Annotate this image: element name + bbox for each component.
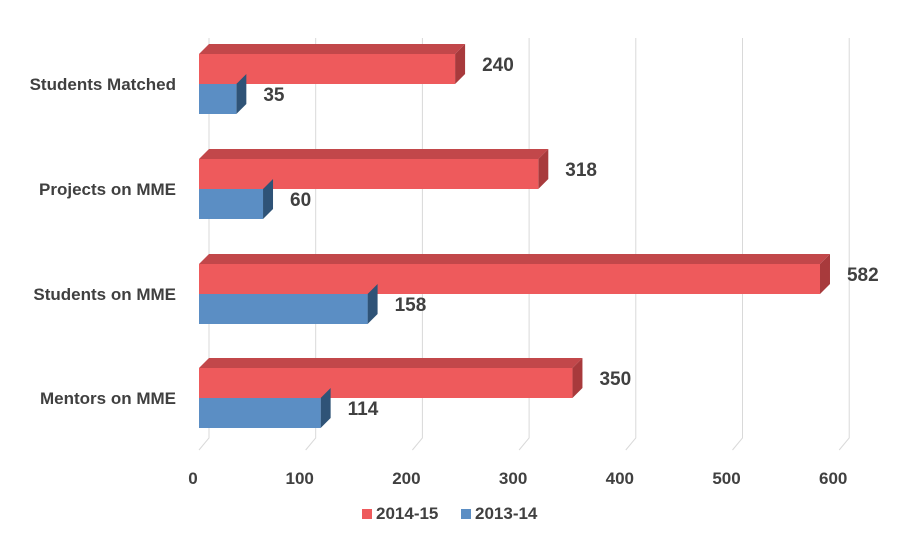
bar-top-face xyxy=(199,44,466,54)
x-tick-label: 0 xyxy=(188,469,197,488)
gridline xyxy=(625,38,637,451)
bar xyxy=(199,254,830,294)
data-label: 582 xyxy=(847,265,879,286)
data-label: 240 xyxy=(482,55,514,76)
bar xyxy=(199,388,331,428)
bar-front-face xyxy=(199,368,573,398)
bars xyxy=(199,44,830,428)
legend: 2014-15 2013-14 xyxy=(362,504,538,523)
bar-top-face xyxy=(199,149,549,159)
data-label: 350 xyxy=(599,369,631,390)
gridline xyxy=(732,38,743,451)
data-label: 60 xyxy=(290,190,311,211)
category-label: Mentors on MME xyxy=(40,389,176,408)
data-labels: 240 35 318 60 582 158 350 114 xyxy=(263,55,878,420)
x-axis-ticks: 0 100 200 300 400 500 600 xyxy=(188,469,847,488)
bar-front-face xyxy=(199,159,539,189)
data-label: 158 xyxy=(395,295,427,316)
bar-side-face xyxy=(538,149,549,189)
bar-side-face xyxy=(572,358,583,398)
category-label: Projects on MME xyxy=(39,180,176,199)
bar xyxy=(199,358,583,398)
bar xyxy=(199,284,378,324)
bar-side-face xyxy=(263,179,274,219)
bar xyxy=(199,44,466,84)
legend-label: 2013-14 xyxy=(475,504,538,523)
data-label: 35 xyxy=(263,85,285,106)
category-label: Students on MME xyxy=(33,285,176,304)
x-tick-label: 500 xyxy=(712,469,740,488)
bar-front-face xyxy=(199,398,321,428)
bar-top-face xyxy=(199,358,583,368)
bar-front-face xyxy=(199,294,368,324)
bar-side-face xyxy=(320,388,331,428)
bar-side-face xyxy=(819,254,830,294)
x-tick-label: 100 xyxy=(286,469,314,488)
bar-side-face xyxy=(236,74,247,114)
legend-swatch xyxy=(461,509,471,519)
x-tick-label: 600 xyxy=(819,469,847,488)
data-label: 114 xyxy=(348,399,379,420)
x-tick-label: 200 xyxy=(392,469,420,488)
x-tick-label: 400 xyxy=(606,469,634,488)
bar-front-face xyxy=(199,54,456,84)
bar-top-face xyxy=(199,254,830,264)
x-tick-label: 300 xyxy=(499,469,527,488)
legend-swatch xyxy=(362,509,372,519)
bar-front-face xyxy=(199,264,820,294)
category-labels: Students Matched Projects on MME Students … xyxy=(30,75,176,408)
bar-side-face xyxy=(455,44,466,84)
legend-label: 2014-15 xyxy=(376,504,438,523)
bar xyxy=(199,179,274,219)
bar-front-face xyxy=(199,189,264,219)
bar-side-face xyxy=(367,284,378,324)
bar xyxy=(199,74,247,114)
gridline xyxy=(838,38,850,451)
bar xyxy=(199,149,549,189)
bar-front-face xyxy=(199,84,237,114)
category-label: Students Matched xyxy=(30,75,176,94)
data-label: 318 xyxy=(565,160,597,181)
